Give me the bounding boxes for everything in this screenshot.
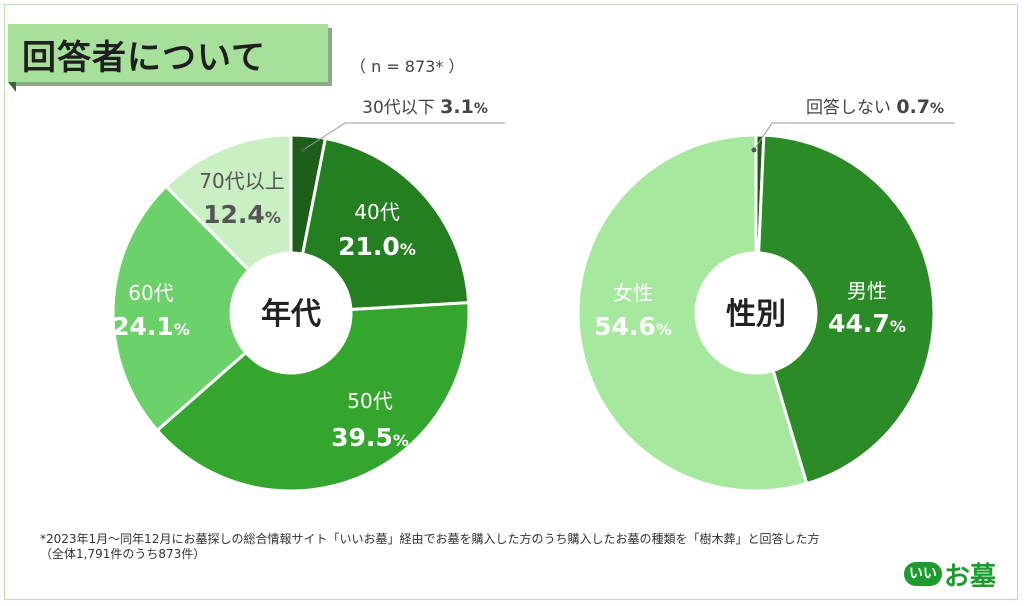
chart1-label-2: 50代 [347,389,392,413]
footnote: *2023年1月～同年12月にお墓探しの総合情報サイト「いいお墓」経由でお墓を購… [40,532,819,562]
chart1-label-3: 60代 [128,281,173,305]
footnote-line-1: *2023年1月～同年12月にお墓探しの総合情報サイト「いいお墓」経由でお墓を購… [40,532,820,546]
chart1-center-label: 年代 [261,297,321,332]
chart2-slice-1 [757,133,936,486]
chart2-label-1: 男性 [847,279,887,303]
page-title: 回答者について [22,38,266,78]
chart2-slice-2 [576,133,809,493]
chart2-label-0: 回答しない 0.7% [806,96,944,118]
brand-logo-word: お墓 [944,562,997,592]
chart1-slice-2 [155,301,471,493]
chart1-label-0: 30代以下 3.1% [362,96,488,118]
chart1-callout-dot-0 [300,147,306,153]
chart1-label-1: 40代 [354,200,399,224]
title-banner-tab [8,82,16,92]
chart1-slice-3 [111,184,251,433]
chart-frame [4,4,1018,600]
chart1-value-2: 39.5% [331,423,409,452]
chart2-value-1: 44.7% [828,309,906,338]
chart2-label-2: 女性 [613,281,653,305]
chart1-value-3: 24.1% [112,312,190,341]
chart2-value-2: 54.6% [594,312,672,341]
chart1-value-1: 21.0% [338,232,416,261]
chart1-slice-4 [163,133,293,273]
chart2-callout-line-0 [753,122,955,151]
chart1-callout-line-0 [302,122,505,151]
title-banner: 回答者について [8,24,328,82]
footnote-line-2: （全体1,791件のうち873件） [40,547,206,561]
chart1-label-4: 70代以上 [199,169,284,193]
chart1-slice-1 [300,136,471,312]
chart1-value-4: 12.4% [203,200,281,229]
chart2-center-label: 性別 [726,297,786,332]
sample-size-label: （ n = 873* ） [350,57,465,76]
chart2-callout-dot-0 [751,147,757,153]
brand-logo-badge: いい [904,562,942,586]
